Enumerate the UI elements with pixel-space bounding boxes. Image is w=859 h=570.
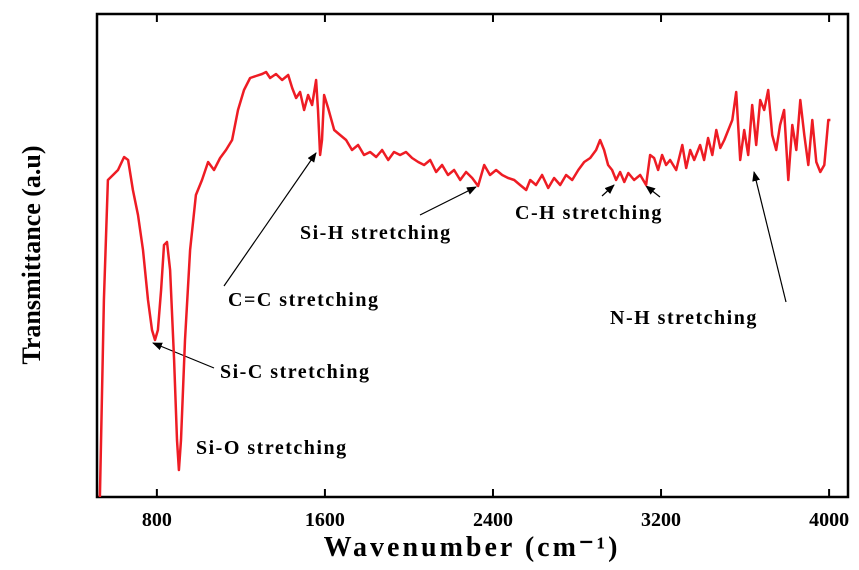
annotation-arrow (601, 184, 615, 197)
annotation: Si-O stretching (196, 437, 348, 459)
annotation-arrow (223, 152, 317, 287)
x-axis-label: Wavenumber (cm⁻¹) (324, 532, 621, 563)
x-tick-label: 1600 (305, 509, 345, 531)
plot-frame (95, 12, 850, 499)
annotation: C=C stretching (228, 289, 379, 311)
x-tick-label: 800 (142, 509, 172, 531)
annotation: Si-H stretching (300, 222, 452, 244)
annotation-arrow (419, 186, 477, 216)
annotation: C-H stretching (515, 202, 663, 224)
y-axis-label: Transmittance (a.u) (17, 145, 46, 364)
x-tick-label: 4000 (809, 509, 849, 531)
annotation: N-H stretching (610, 307, 758, 329)
annotation-arrow (752, 171, 787, 303)
annotation-arrow (645, 185, 661, 198)
annotation: Si-C stretching (220, 361, 370, 383)
x-tick-label: 2400 (473, 509, 513, 531)
x-tick-label: 3200 (641, 509, 681, 531)
spectrum-line (98, 70, 831, 498)
